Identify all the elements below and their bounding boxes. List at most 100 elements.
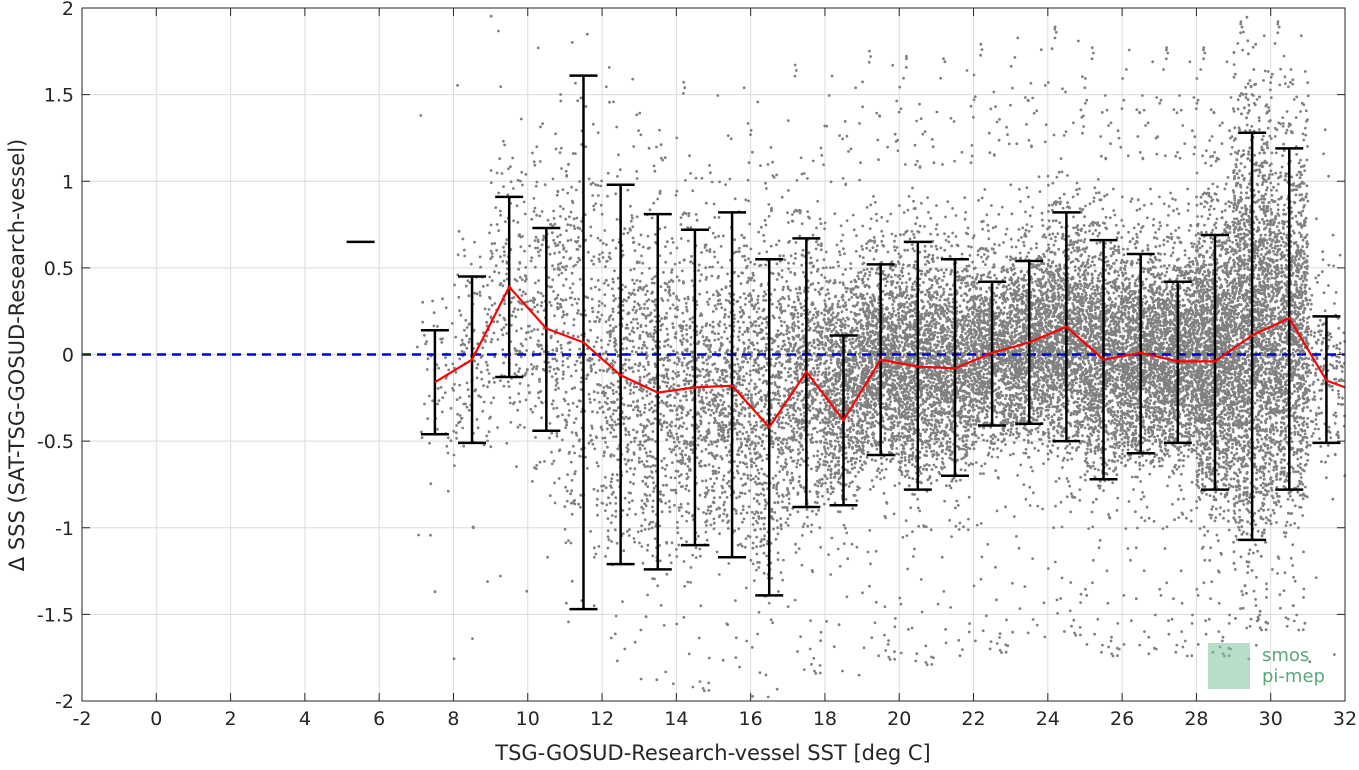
scatter-point [515,349,519,353]
scatter-point [808,419,812,423]
scatter-point [796,320,800,323]
scatter-point [703,339,706,343]
scatter-point [822,317,826,321]
scatter-point [607,66,611,69]
scatter-point [720,371,724,375]
scatter-point [791,335,795,339]
scatter-point [605,503,609,507]
scatter-point [537,391,540,395]
scatter-point [834,456,838,460]
scatter-point [591,122,595,126]
scatter-point [576,239,580,243]
scatter-point [699,374,702,377]
scatter-point [675,432,679,436]
scatter-point [749,474,753,477]
scatter-point [663,344,666,348]
scatter-point [707,347,711,350]
scatter-point [737,375,740,379]
scatter-point [637,346,641,350]
scatter-point [835,416,839,420]
scatter-point [595,340,598,344]
scatter-point [450,322,454,325]
scatter-point [689,448,693,452]
scatter-point [593,398,596,402]
scatter-point [487,372,491,375]
scatter-point [665,572,669,576]
scatter-point [596,279,600,282]
scatter-point [741,432,745,436]
scatter-point [826,446,830,450]
scatter-point [784,521,788,524]
scatter-point [597,383,601,387]
scatter-point [490,255,494,259]
scatter-point [848,430,852,434]
scatter-point [717,216,721,219]
scatter-point [727,562,731,565]
scatter-point [700,438,704,442]
scatter-point [663,340,667,343]
scatter-point [749,379,753,382]
scatter-point [784,413,788,417]
scatter-point [702,689,706,693]
scatter-point [709,509,713,513]
scatter-point [514,315,518,319]
scatter-point [614,297,617,301]
scatter-point [564,217,568,221]
scatter-point [747,420,751,424]
scatter-point [689,317,692,321]
scatter-point [749,129,753,132]
scatter-point [652,335,655,339]
scatter-point [589,439,593,443]
scatter-point [759,284,763,288]
scatter-point [829,358,833,361]
scatter-point [743,330,747,334]
scatter-point [674,424,677,428]
scatter-point [562,284,565,287]
scatter-point [784,458,788,461]
scatter-point [562,256,565,259]
scatter-point [536,343,539,347]
scatter-point [686,502,690,506]
scatter-point [687,212,691,215]
scatter-point [605,384,609,388]
scatter-point [675,246,679,250]
scatter-point [810,440,813,444]
scatter-point [815,359,819,362]
scatter-point [847,298,851,302]
scatter-point [788,479,792,482]
scatter-point [454,370,458,374]
scatter-point [821,494,824,498]
scatter-point [577,502,580,506]
scatter-point [850,417,853,421]
scatter-point [819,146,823,150]
scatter-point [596,236,600,240]
scatter-point [749,247,753,251]
scatter-point [827,94,831,97]
scatter-point [667,280,671,284]
scatter-point [648,454,652,458]
scatter-point [786,408,789,411]
scatter-point [535,367,538,371]
scatter-point [625,381,629,385]
scatter-point [522,200,526,204]
scatter-point [629,388,633,392]
scatter-point [505,238,509,242]
scatter-point [616,479,620,482]
scatter-point [766,163,770,166]
scatter-point [610,492,614,496]
scatter-point [724,351,728,355]
scatter-point [622,403,626,406]
scatter-point [551,224,555,228]
scatter-point [592,255,596,258]
scatter-point [809,381,813,385]
scatter-point [848,338,851,342]
scatter-point [627,430,630,434]
scatter-point [681,425,684,429]
scatter-point [530,256,534,260]
scatter-point [757,482,761,485]
scatter-point [688,360,691,364]
scatter-point [679,502,683,506]
scatter-point [419,430,423,434]
scatter-point [579,96,583,100]
scatter-point [780,275,784,279]
